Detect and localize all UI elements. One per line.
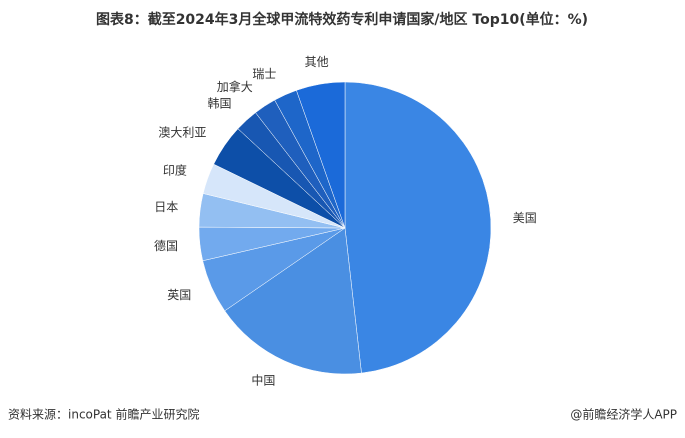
footer: @前瞻经济学人APP — [570, 407, 677, 422]
pie-slice — [296, 81, 346, 229]
chart-title: 图表8：截至2024年3月全球甲流特效药专利申请国家/地区 Top10(单位：%… — [96, 11, 588, 28]
slice-label: 澳大利亚 — [158, 126, 206, 140]
slice-label: 美国 — [513, 211, 537, 225]
slice-label: 日本 — [154, 200, 178, 214]
slice-label: 其他 — [305, 55, 329, 69]
source: 资料来源：incoPat 前瞻产业研究院 — [8, 407, 199, 422]
slice-label: 印度 — [163, 163, 187, 178]
slice-label: 德国 — [154, 238, 178, 253]
slice-label: 韩国 — [208, 96, 232, 111]
slice-label: 瑞士 — [252, 67, 276, 81]
slice-label: 加拿大 — [217, 79, 253, 94]
pie-slice — [224, 227, 362, 375]
slice-label: 中国 — [251, 372, 275, 387]
slice-label: 英国 — [167, 288, 191, 302]
pie-slice — [344, 81, 492, 374]
